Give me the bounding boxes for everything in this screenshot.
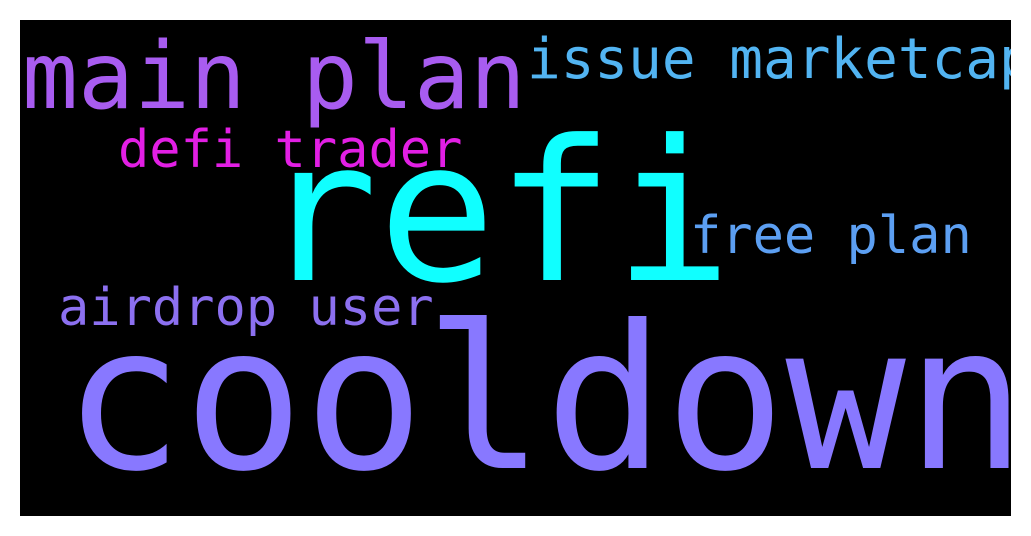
word-main-plan: main plan [22, 22, 526, 130]
word-defi-trader: defi trader [118, 120, 463, 180]
word-issue-marketcap: issue marketcap [527, 27, 1011, 92]
word-refi: refi [260, 99, 733, 327]
word-cooldown: cooldown [63, 283, 1011, 516]
word-free-plan: free plan [690, 206, 972, 266]
word-airdrop-user: airdrop user [58, 278, 434, 338]
word-cloud: main plan issue marketcap defi trader re… [20, 20, 1011, 516]
